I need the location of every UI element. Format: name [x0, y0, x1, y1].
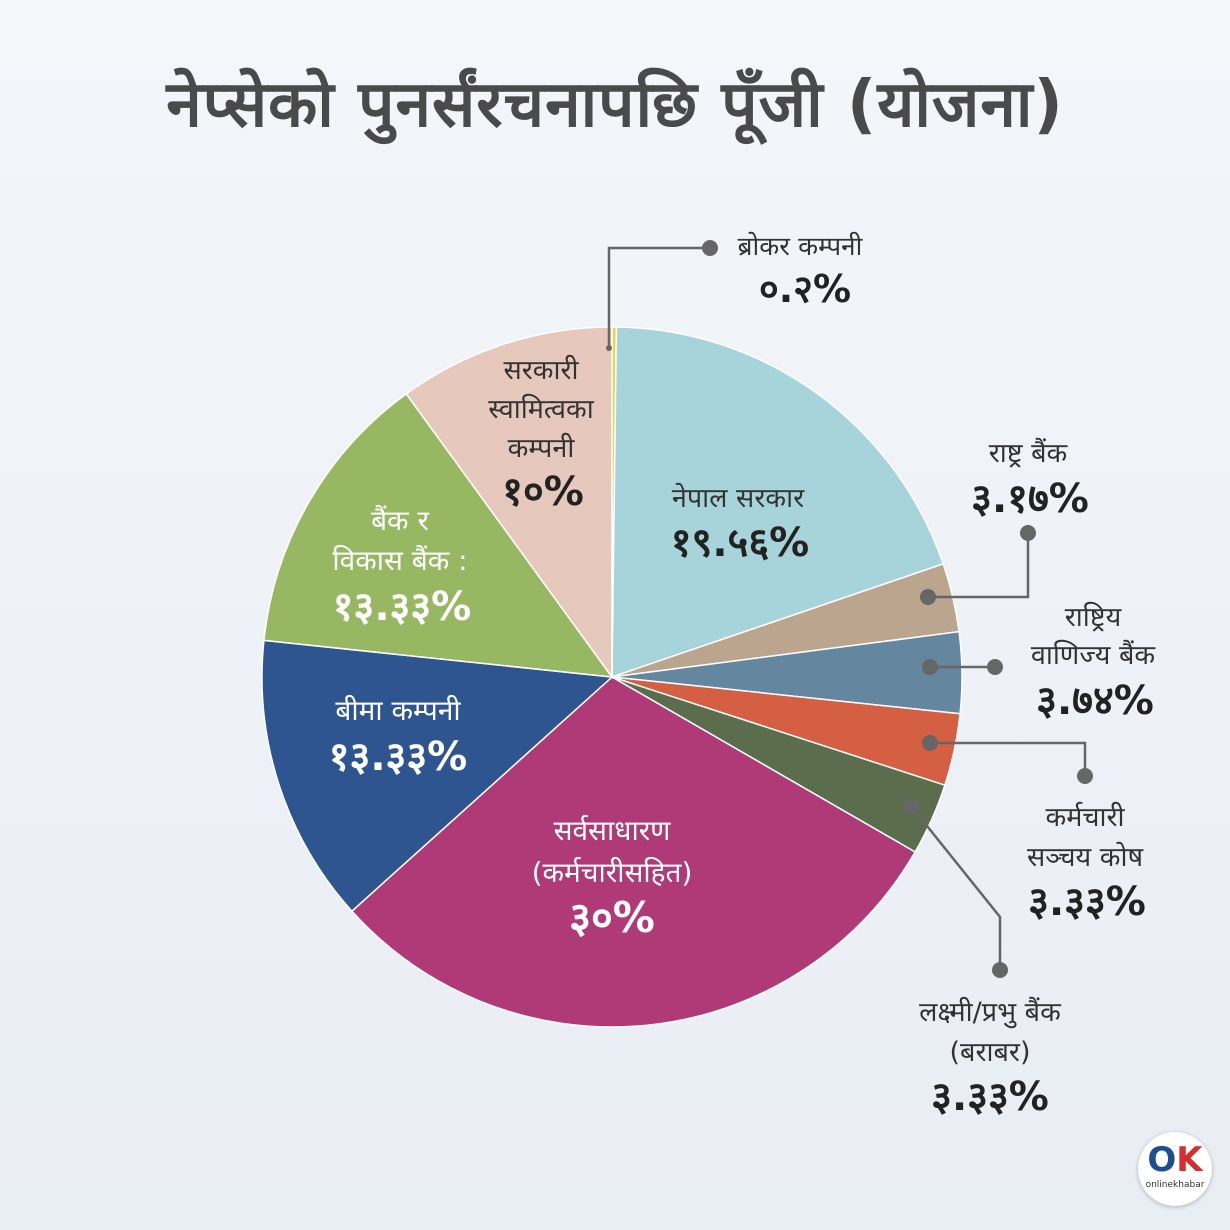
pie-slice-7: [261, 639, 614, 913]
pie-slices: [261, 326, 963, 1028]
label-public-value: ३०%: [569, 893, 655, 942]
pie-slice-9: [405, 326, 613, 680]
label-epf-line2: सञ्चय कोष: [1027, 841, 1144, 873]
leader-dot: [606, 345, 612, 351]
label-govt-name: नेपाल सरकार: [672, 482, 805, 514]
label-insurance-value: १३.३३%: [329, 734, 467, 780]
leader-dot: [1077, 768, 1093, 784]
label-banks-line2: विकास बैंक :: [332, 544, 467, 577]
leader-nrb: [928, 533, 1030, 599]
leader-epf: [930, 741, 1087, 776]
label-govt-value: १९.५६%: [671, 520, 809, 566]
label-soe-line3: कम्पनी: [508, 432, 576, 464]
label-epf-line1: कर्मचारी: [1045, 801, 1125, 833]
onlinekhabar-logo: OK onlinekhabar: [1138, 1132, 1212, 1206]
leader-dot: [922, 735, 938, 751]
leader-lines: [607, 246, 1087, 970]
pie-slice-6: [350, 676, 917, 1028]
label-public-line2: (कर्मचारीसहित): [532, 856, 693, 889]
label-soe-line1: सरकारी: [503, 354, 579, 386]
label-broker-name: ब्रोकर कम्पनी: [738, 231, 864, 262]
label-rbb-line1: राष्ट्रिय: [1065, 601, 1123, 633]
logo-brand-name: onlinekhabar: [1145, 1180, 1205, 1190]
label-laxmi-line1: लक्ष्मी/प्रभु बैंक: [919, 996, 1062, 1029]
label-laxmi-value: ३.३३%: [931, 1074, 1049, 1120]
leader-dot: [987, 659, 1003, 675]
label-soe-line2: स्वामित्वका: [488, 393, 595, 425]
label-rbb-line2: वाणिज्य बैंक: [1031, 639, 1157, 671]
leader-dot: [702, 240, 718, 256]
label-insurance-name: बीमा कम्पनी: [335, 694, 461, 727]
label-nrb-name: राष्ट्र बैंक: [989, 437, 1069, 469]
leader-dot: [992, 962, 1008, 978]
label-banks-value: १३.३३%: [333, 584, 471, 630]
logo-mark: OK: [1147, 1140, 1203, 1180]
label-epf-value: ३.३३%: [1028, 879, 1146, 925]
leader-dots: [606, 240, 1093, 978]
label-banks-line1: बैंक र: [371, 504, 429, 537]
label-nrb-value: ३.१७%: [971, 476, 1089, 522]
label-public-line1: सर्वसाधारण: [554, 814, 672, 847]
leader-broker: [607, 246, 710, 348]
label-broker-value: ०.२%: [759, 267, 851, 311]
leader-dot: [922, 659, 938, 675]
page-title: नेप्सेको पुनर्संरचनापछि पूँजी (योजना): [166, 68, 1064, 142]
leader-dot: [920, 589, 936, 605]
pie-slice-8: [263, 392, 614, 678]
label-rbb-value: ३.७४%: [1036, 678, 1154, 724]
label-laxmi-line2: (बराबर): [950, 1037, 1031, 1068]
leader-laxmi: [910, 805, 1002, 970]
pie-slice-1: [611, 326, 945, 679]
leader-dot: [903, 798, 919, 814]
leader-dot: [1020, 525, 1036, 541]
label-soe-value: १०%: [502, 469, 584, 515]
